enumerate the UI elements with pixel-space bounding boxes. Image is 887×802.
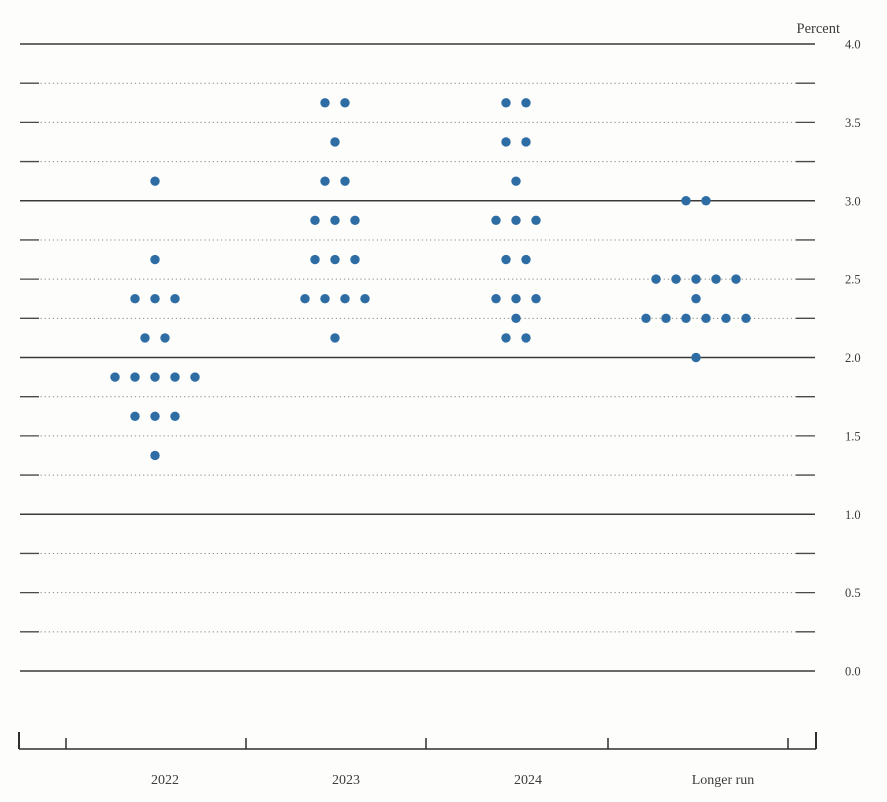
projection-dot: [350, 215, 360, 226]
projection-dot: [501, 333, 511, 343]
projection-dot: [190, 372, 200, 382]
percent-axis-title: Percent: [797, 21, 840, 37]
projection-dot: [521, 98, 531, 108]
projection-dot: [150, 450, 160, 461]
projection-dot: [170, 411, 180, 421]
projection-dot: [330, 333, 340, 343]
projection-dot: [170, 372, 180, 382]
projection-dot: [340, 294, 350, 304]
projection-dot: [511, 176, 521, 186]
projection-dot: [701, 196, 711, 206]
projection-dot: [691, 352, 701, 363]
x-category-label: 2022: [151, 773, 179, 788]
projection-dot: [150, 294, 160, 304]
projection-dot: [671, 274, 681, 284]
y-tick-label: 3.0: [845, 194, 861, 208]
projection-dot: [330, 215, 340, 226]
projection-dot: [340, 176, 350, 186]
projection-dot: [501, 254, 511, 265]
projection-dot: [511, 313, 521, 324]
y-tick-label: 4.0: [845, 38, 861, 52]
projection-dot: [350, 254, 360, 265]
projection-dot: [150, 372, 160, 382]
y-tick-label: 3.5: [845, 116, 861, 130]
projection-dot: [701, 313, 711, 324]
projection-dot: [170, 294, 180, 304]
x-category-label: Longer run: [692, 773, 755, 788]
y-tick-label: 0.5: [845, 586, 861, 600]
projection-dot: [651, 274, 661, 284]
projection-dot: [521, 333, 531, 343]
projection-dot: [721, 313, 731, 324]
projection-dot: [320, 294, 330, 304]
projection-dot: [641, 313, 651, 324]
projection-dot: [320, 176, 330, 186]
projection-dot: [661, 313, 671, 324]
projection-dot: [150, 254, 160, 265]
projection-dot: [130, 372, 140, 382]
projection-dot: [140, 333, 150, 343]
projection-dot: [731, 274, 741, 284]
projection-dot: [501, 98, 511, 108]
y-tick-label: 2.0: [845, 351, 861, 365]
projection-dot: [531, 294, 541, 304]
projection-dot: [521, 254, 531, 265]
y-tick-label: 1.5: [845, 429, 861, 443]
projection-dot: [110, 372, 120, 382]
projection-dot: [130, 411, 140, 421]
projection-dot: [310, 215, 320, 226]
projection-dot: [150, 176, 160, 186]
y-tick-label: 2.5: [845, 273, 861, 287]
y-tick-label: 1.0: [845, 508, 861, 522]
projection-dot: [320, 98, 330, 108]
projection-dot: [330, 254, 340, 265]
projection-dot: [511, 294, 521, 304]
projection-dot: [491, 294, 501, 304]
x-category-label: 2024: [514, 773, 542, 788]
projection-dot: [360, 294, 370, 304]
projection-dot: [511, 215, 521, 226]
projection-dot: [150, 411, 160, 421]
projection-dot: [531, 215, 541, 226]
projection-dot: [691, 274, 701, 284]
projection-dot: [310, 254, 320, 265]
projection-dot: [130, 294, 140, 304]
projection-dot: [330, 137, 340, 147]
projection-dot: [691, 294, 701, 304]
projection-dot: [741, 313, 751, 324]
projection-dot: [491, 215, 501, 226]
projection-dot: [160, 333, 170, 343]
projection-dot: [521, 137, 531, 147]
projection-dot: [501, 137, 511, 147]
y-tick-label: 0.0: [845, 665, 861, 679]
x-category-label: 2023: [332, 773, 360, 788]
projection-dot: [340, 98, 350, 108]
projection-dot: [681, 196, 691, 206]
projection-dot: [711, 274, 721, 284]
projection-dot: [681, 313, 691, 324]
projection-dot: [300, 294, 310, 304]
